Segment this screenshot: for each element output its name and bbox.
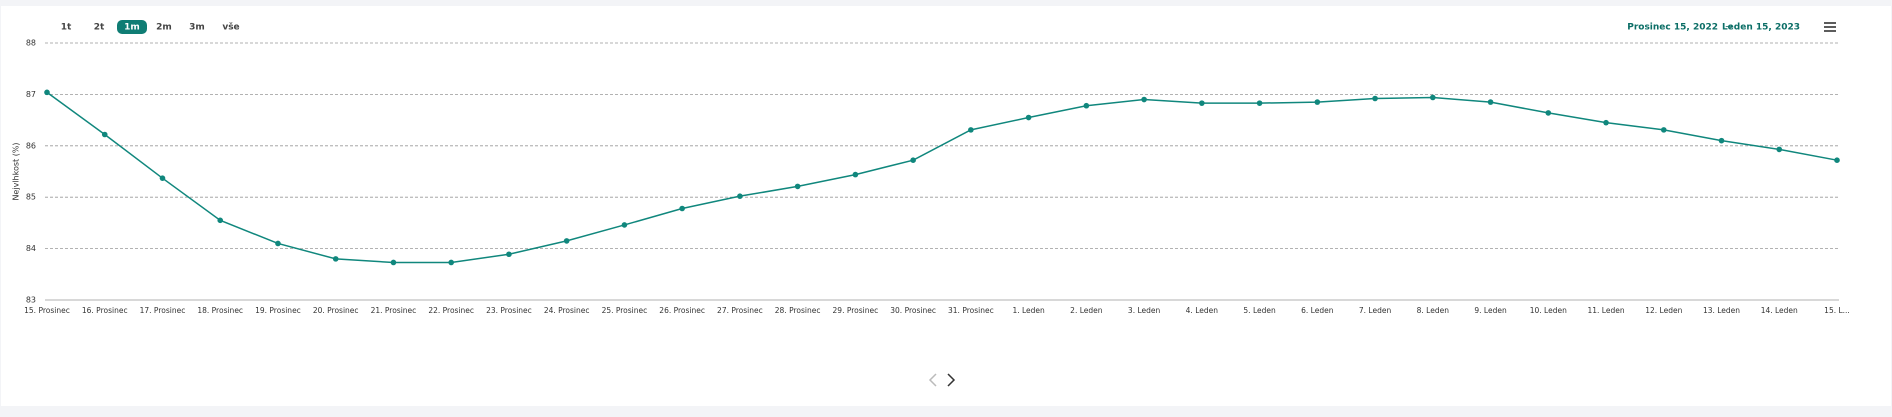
- x-tick-label: 1. Leden: [1012, 306, 1045, 315]
- x-tick-label: 20. Prosinec: [313, 306, 359, 315]
- data-point[interactable]: [1314, 99, 1321, 105]
- y-tick-label: 87: [26, 90, 36, 99]
- range-button[interactable]: 3m: [189, 23, 205, 33]
- x-tick-label: 26. Prosinec: [659, 306, 705, 315]
- data-point[interactable]: [1603, 119, 1609, 126]
- data-point[interactable]: [910, 157, 916, 163]
- data-point[interactable]: [852, 171, 859, 178]
- x-tick-label: 10. Leden: [1530, 306, 1567, 315]
- x-tick-label: 31. Prosinec: [948, 306, 994, 315]
- data-point[interactable]: [506, 251, 512, 258]
- prev-page[interactable]: [928, 373, 937, 387]
- data-point[interactable]: [1025, 114, 1032, 121]
- data-point[interactable]: [1660, 127, 1667, 133]
- range-button[interactable]: 2t: [94, 23, 105, 33]
- data-point[interactable]: [1487, 99, 1494, 105]
- data-point[interactable]: [737, 193, 743, 199]
- data-point[interactable]: [1141, 96, 1147, 103]
- x-tick-label: 15. Prosinec: [24, 306, 70, 315]
- x-tick-label: 12. Leden: [1645, 306, 1682, 315]
- x-tick-label: 3. Leden: [1128, 306, 1161, 315]
- data-point[interactable]: [390, 259, 397, 266]
- range-button[interactable]: 1m: [124, 23, 140, 33]
- data-point[interactable]: [159, 175, 166, 181]
- x-tick-label: 24. Prosinec: [544, 306, 590, 315]
- x-tick-label: 29. Prosinec: [833, 306, 879, 315]
- data-point[interactable]: [621, 222, 628, 228]
- x-tick-label: 22. Prosinec: [428, 306, 474, 315]
- x-tick-label: 23. Prosinec: [486, 306, 532, 315]
- x-tick-label: 21. Prosinec: [371, 306, 417, 315]
- menu-icon[interactable]: [1824, 22, 1836, 32]
- data-point[interactable]: [794, 183, 801, 190]
- y-tick-label: 86: [26, 141, 36, 150]
- range-button[interactable]: vše: [222, 22, 239, 33]
- x-tick-label: 11. Leden: [1587, 306, 1624, 315]
- x-tick-label: 28. Prosinec: [775, 306, 821, 315]
- data-point[interactable]: [968, 127, 974, 133]
- active-button-bg: [117, 20, 147, 34]
- x-tick-label: 8. Leden: [1417, 306, 1450, 315]
- date-from[interactable]: Prosinec 15, 2022: [1627, 23, 1718, 33]
- range-button[interactable]: 1t: [61, 23, 72, 33]
- x-tick-label: 27. Prosinec: [717, 306, 763, 315]
- data-point[interactable]: [1776, 146, 1783, 153]
- y-axis-label: Nejvlhkost (%): [12, 142, 21, 200]
- data-line: [46, 91, 1838, 264]
- x-tick-label: 14. Leden: [1761, 306, 1798, 315]
- data-point[interactable]: [1199, 100, 1205, 106]
- x-tick-label: 15. L...: [1824, 306, 1850, 315]
- data-point[interactable]: [1834, 157, 1840, 163]
- x-tick-label: 2. Leden: [1070, 306, 1103, 315]
- data-point[interactable]: [332, 256, 339, 262]
- x-tick-label: 5. Leden: [1243, 306, 1276, 315]
- range-button[interactable]: 2m: [156, 23, 172, 33]
- x-tick-label: 16. Prosinec: [82, 306, 128, 315]
- data-point[interactable]: [1545, 110, 1552, 116]
- date-to[interactable]: Leden 15, 2023: [1722, 23, 1800, 33]
- y-tick-label: 83: [26, 296, 36, 305]
- x-tick-label: 13. Leden: [1703, 306, 1740, 315]
- data-point[interactable]: [275, 240, 281, 247]
- data-point[interactable]: [448, 259, 454, 266]
- data-point[interactable]: [1430, 94, 1436, 101]
- next-page[interactable]: [947, 373, 956, 387]
- y-tick-label: 88: [26, 39, 36, 48]
- x-tick-label: 30. Prosinec: [890, 306, 936, 315]
- x-tick-label: 17. Prosinec: [140, 306, 186, 315]
- x-tick-label: 25. Prosinec: [602, 306, 648, 315]
- data-point[interactable]: [1372, 95, 1378, 102]
- x-tick-label: 7. Leden: [1359, 306, 1392, 315]
- x-tick-label: 18. Prosinec: [197, 306, 243, 315]
- data-point[interactable]: [1718, 137, 1725, 144]
- x-tick-label: 9. Leden: [1474, 306, 1507, 315]
- y-tick-label: 85: [26, 193, 36, 202]
- date-arrow: →: [1725, 23, 1733, 33]
- data-point[interactable]: [44, 89, 50, 96]
- data-point[interactable]: [1083, 102, 1090, 109]
- x-tick-label: 4. Leden: [1186, 306, 1219, 315]
- data-point[interactable]: [679, 205, 685, 212]
- data-point[interactable]: [217, 217, 224, 224]
- data-point[interactable]: [563, 238, 570, 244]
- data-point[interactable]: [101, 131, 108, 138]
- x-tick-label: 19. Prosinec: [255, 306, 301, 315]
- card: [1, 6, 1891, 406]
- y-tick-label: 84: [26, 244, 36, 253]
- data-point[interactable]: [1256, 100, 1263, 106]
- x-tick-label: 6. Leden: [1301, 306, 1334, 315]
